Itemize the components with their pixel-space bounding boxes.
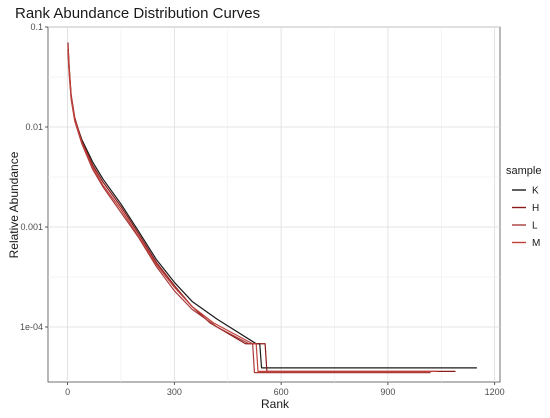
- x-axis-title: Rank: [261, 397, 290, 411]
- legend-title: sample: [506, 165, 541, 177]
- x-tick-label: 1200: [485, 387, 505, 397]
- legend-label-k: K: [532, 186, 539, 197]
- y-tick-label: 0.01: [25, 122, 43, 132]
- series-lines: [67, 42, 477, 374]
- y-tick-label: 0.001: [20, 222, 43, 232]
- x-tick-label: 900: [380, 387, 395, 397]
- legend-label-m: M: [532, 238, 540, 249]
- x-tick-label: 0: [65, 387, 70, 397]
- y-tick-label: 1e-04: [20, 322, 43, 332]
- x-tick-label: 600: [274, 387, 289, 397]
- y-axis-ticks: 0.1 0.01 0.001 1e-04: [20, 22, 48, 332]
- y-axis-title: Relative Abundance: [7, 151, 21, 258]
- plot-panel: [47, 26, 501, 383]
- chart-title: Rank Abundance Distribution Curves: [15, 5, 260, 22]
- grid-lines: [48, 26, 500, 382]
- y-tick-label: 0.1: [30, 22, 43, 32]
- series-line-m: [67, 45, 438, 372]
- x-tick-label: 300: [167, 387, 182, 397]
- legend-label-l: L: [532, 221, 538, 232]
- x-axis-ticks: 0 300 600 900 1200: [65, 382, 505, 397]
- legend-label-h: H: [532, 203, 539, 214]
